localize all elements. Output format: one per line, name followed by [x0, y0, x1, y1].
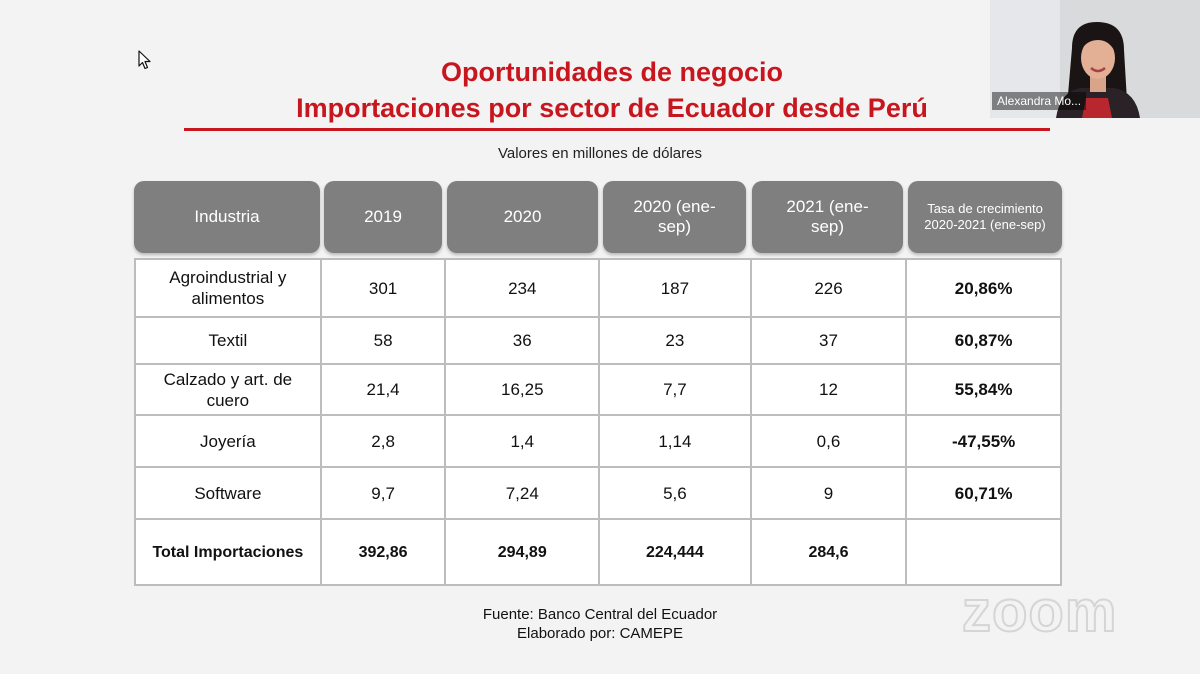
cell-total-value: 224,444 — [598, 518, 752, 586]
cell-growth: 60,87% — [905, 316, 1062, 365]
cell-value: 16,25 — [444, 363, 601, 416]
author-note: Elaborado por: CAMEPE — [517, 625, 683, 642]
table-row: Agroindustrial y alimentos 301 234 187 2… — [134, 258, 1062, 318]
imports-table: Agroindustrial y alimentos 301 234 187 2… — [134, 258, 1062, 586]
cell-value: 37 — [749, 316, 908, 365]
cell-value: 7,7 — [598, 363, 752, 416]
cell-value: 226 — [749, 258, 908, 318]
table-row: Joyería 2,8 1,4 1,14 0,6 -47,55% — [134, 414, 1062, 468]
cell-value: 1,4 — [444, 414, 601, 468]
units-note: Valores en millones de dólares — [497, 145, 702, 162]
source-note: Fuente: Banco Central del Ecuador — [482, 606, 718, 623]
header-2019: 2019 — [324, 181, 442, 253]
title-divider — [184, 128, 1050, 131]
cell-value: 2,8 — [319, 414, 447, 468]
cell-industry: Calzado y art. de cuero — [134, 363, 322, 416]
zoom-watermark: zoom — [961, 579, 1118, 644]
mouse-cursor-icon — [138, 50, 151, 70]
cell-value: 21,4 — [319, 363, 447, 416]
cell-value: 58 — [319, 316, 447, 365]
cell-industry: Software — [134, 466, 322, 520]
cell-growth: 55,84% — [905, 363, 1062, 416]
table-row: Textil 58 36 23 37 60,87% — [134, 316, 1062, 365]
cell-value: 5,6 — [598, 466, 752, 520]
video-background — [990, 0, 1060, 118]
cell-total-value: 284,6 — [749, 518, 908, 586]
header-tasa-crecimiento: Tasa de crecimiento 2020-2021 (ene-sep) — [908, 181, 1062, 253]
cell-growth: 20,86% — [905, 258, 1062, 318]
table-row: Software 9,7 7,24 5,6 9 60,71% — [134, 466, 1062, 520]
cell-total-value: 392,86 — [319, 518, 447, 586]
header-2020-ene-sep: 2020 (ene-sep) — [603, 181, 746, 253]
header-2021-ene-sep: 2021 (ene-sep) — [752, 181, 903, 253]
cell-industry: Joyería — [134, 414, 322, 468]
cell-value: 12 — [749, 363, 908, 416]
header-2020: 2020 — [447, 181, 598, 253]
cell-total-value: 294,89 — [444, 518, 601, 586]
cell-value: 23 — [598, 316, 752, 365]
cell-growth: -47,55% — [905, 414, 1062, 468]
cell-industry: Agroindustrial y alimentos — [134, 258, 322, 318]
cell-value: 36 — [444, 316, 601, 365]
participant-avatar — [1056, 22, 1140, 118]
cell-total-label: Total Importaciones — [134, 518, 322, 586]
cell-value: 9 — [749, 466, 908, 520]
cell-value: 0,6 — [749, 414, 908, 468]
slide-footer: Fuente: Banco Central del Ecuador Elabor… — [400, 605, 800, 643]
header-industria: Industria — [134, 181, 320, 253]
table-row: Calzado y art. de cuero 21,4 16,25 7,7 1… — [134, 363, 1062, 416]
cell-value: 1,14 — [598, 414, 752, 468]
cell-total-growth — [905, 518, 1062, 586]
slide-title: Oportunidades de negocio — [440, 57, 784, 87]
cell-value: 301 — [319, 258, 447, 318]
cell-value: 234 — [444, 258, 601, 318]
cell-growth: 60,71% — [905, 466, 1062, 520]
participant-name-label: Alexandra Mo... — [992, 92, 1087, 110]
slide-subtitle-title: Importaciones por sector de Ecuador desd… — [296, 93, 928, 123]
cell-value: 7,24 — [444, 466, 601, 520]
table-total-row: Total Importaciones 392,86 294,89 224,44… — [134, 518, 1062, 586]
cell-value: 187 — [598, 258, 752, 318]
cell-industry: Textil — [134, 316, 322, 365]
cell-value: 9,7 — [319, 466, 447, 520]
